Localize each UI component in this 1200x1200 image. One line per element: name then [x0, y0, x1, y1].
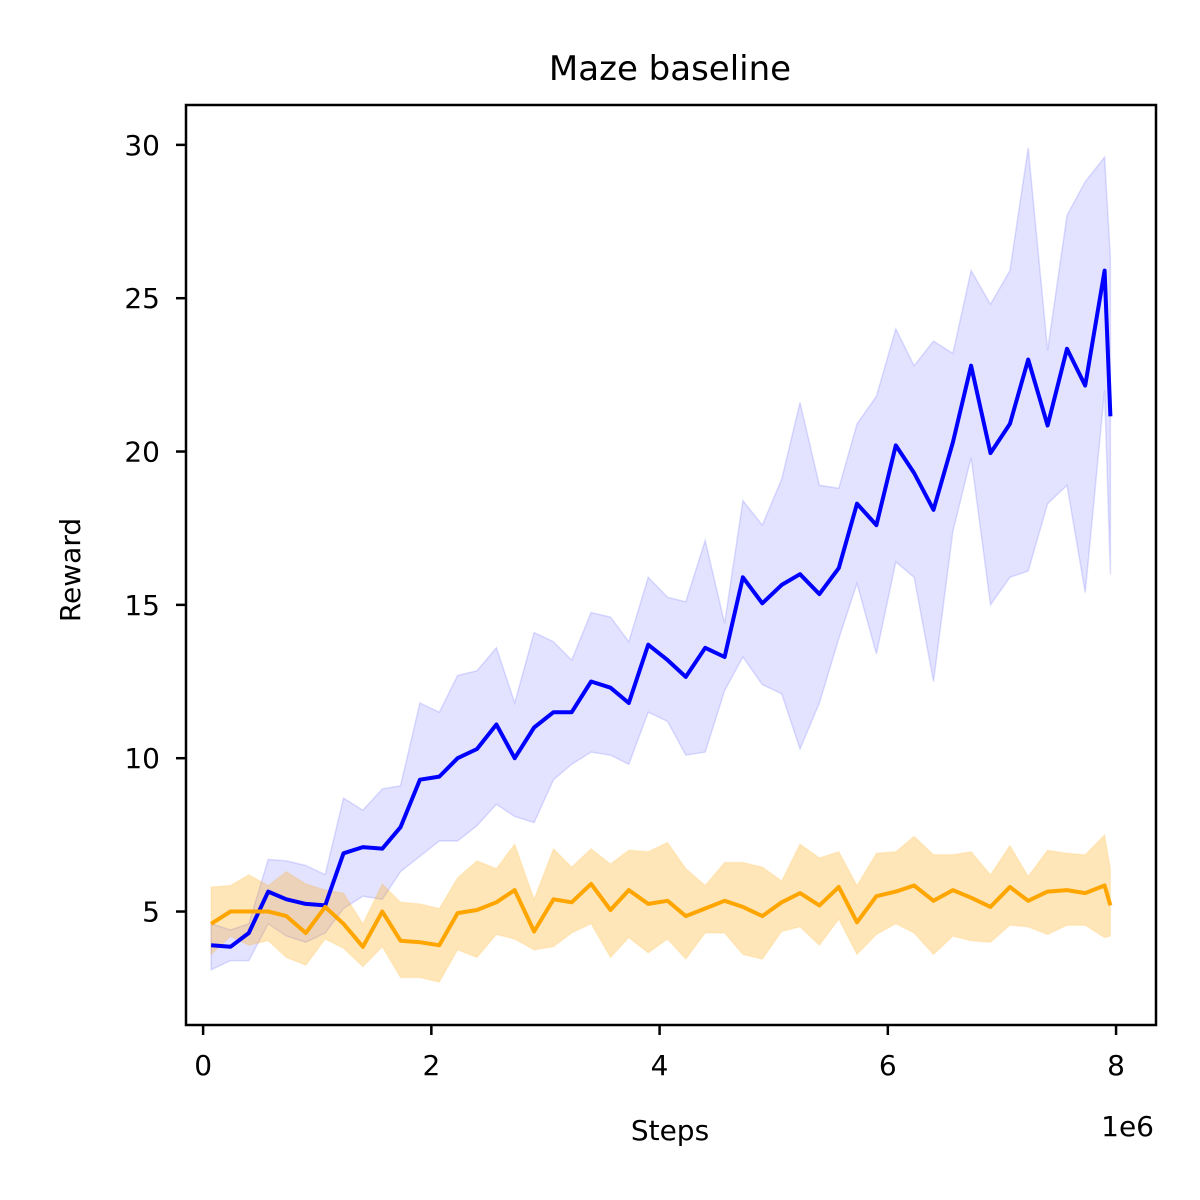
y-tick-label: 20 [124, 436, 160, 469]
y-axis-label: Reward [54, 518, 87, 622]
y-tick-label: 15 [124, 589, 160, 622]
x-axis-offset-label: 1e6 [1101, 1110, 1154, 1143]
x-axis-ticks: 0 2 4 6 8 [194, 1025, 1125, 1082]
y-tick-label: 30 [124, 129, 160, 162]
y-tick-label: 25 [124, 282, 160, 315]
chart-title: Maze baseline [549, 49, 791, 89]
y-tick-label: 10 [124, 742, 160, 775]
series-0-line [210, 268, 1113, 949]
x-tick-label: 0 [194, 1049, 212, 1082]
x-tick-label: 4 [651, 1049, 669, 1082]
y-axis-ticks: 5 10 15 20 25 30 [124, 129, 186, 929]
plot-frame [184, 103, 1158, 1027]
x-tick-label: 6 [879, 1049, 897, 1082]
series-0-band [210, 147, 1112, 971]
series-1-line [210, 881, 1113, 949]
series-lines [210, 268, 1113, 949]
x-tick-label: 2 [422, 1049, 440, 1082]
x-axis-label: Steps [631, 1114, 709, 1147]
x-tick-label: 8 [1107, 1049, 1125, 1082]
y-tick-label: 5 [142, 896, 160, 929]
